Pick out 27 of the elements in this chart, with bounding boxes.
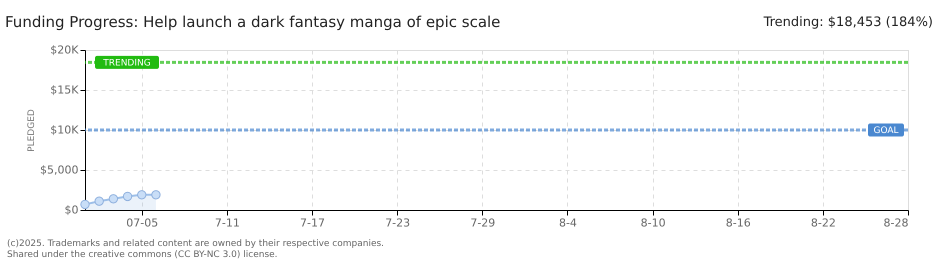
x-tick-label: 8-22 — [810, 216, 836, 230]
y-axis-title: PLEDGED — [27, 109, 38, 152]
point — [151, 190, 161, 200]
x-tick-label: 8-16 — [726, 216, 751, 230]
x-tick-label: 7-23 — [385, 216, 410, 230]
x-tick-label: 7-11 — [214, 216, 240, 230]
chart-title: Funding Progress: Help launch a dark fantasy manga of epic scale — [5, 13, 500, 31]
point — [94, 196, 104, 206]
y-tick-label: $5,000 — [40, 164, 78, 176]
x-tick-label: 7-17 — [300, 216, 326, 230]
x-tick-label: 8-4 — [558, 216, 577, 230]
y-tick-label: $15K — [50, 84, 80, 96]
point — [122, 192, 132, 202]
point — [137, 190, 146, 200]
ref-line-label: GOAL — [873, 126, 899, 136]
y-tick-label: $10K — [50, 124, 80, 136]
text: Shared under the creative commons (CC BY-NC 3.0) license. — [7, 250, 278, 260]
point — [108, 194, 118, 204]
y-tick-label: $20K — [50, 44, 80, 56]
x-tick-label: 8-10 — [640, 216, 666, 230]
x-tick-label: 07-05 — [126, 216, 158, 230]
chart-subtitle: Trending: $18,453 (184%) — [762, 15, 933, 30]
x-tick-label: 7-29 — [470, 216, 496, 230]
x-tick-label: 8-28 — [884, 216, 908, 230]
ref-line-label: TRENDING — [102, 58, 151, 68]
text: (c)2025. Trademarks and related content are owned by their respective companies. — [7, 239, 384, 249]
y-tick-label: $0 — [64, 204, 78, 216]
